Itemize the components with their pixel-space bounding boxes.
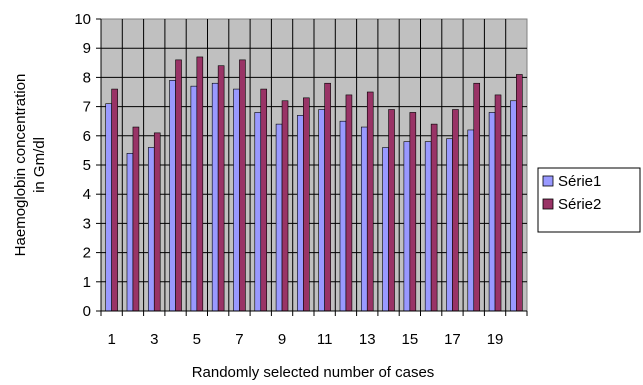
x-axis-label: Randomly selected number of cases [192, 364, 435, 381]
y-axis-label-line2: in Gm/dl [31, 137, 48, 193]
bar-1-3 [147, 147, 155, 312]
bar-1-14 [382, 147, 389, 312]
bar-1-16 [424, 141, 432, 312]
bar-2-3 [153, 132, 161, 312]
bar-2-9 [281, 100, 289, 312]
bar-2-5 [196, 56, 204, 312]
bar-1-7 [233, 88, 240, 312]
bar-1-10 [297, 115, 304, 312]
bar-2-17 [452, 109, 459, 312]
x-tick-label: 5 [193, 331, 201, 348]
bar-2-6 [217, 65, 225, 312]
bar-1-19 [488, 112, 496, 312]
bar-2-18 [473, 82, 481, 312]
bar-2-8 [260, 88, 268, 312]
bar-1-11 [318, 109, 325, 312]
x-axis: 1 3 5 7 9 11 13 15 17 19 [100, 310, 528, 348]
y-tick-label: 7 [83, 99, 91, 116]
bar-2-10 [303, 97, 310, 312]
x-tick-label: 9 [278, 331, 286, 348]
x-tick-label: 15 [402, 331, 419, 348]
bar-1-5 [190, 85, 198, 312]
y-tick-label: 0 [83, 303, 91, 320]
x-tick-label: 19 [487, 331, 504, 348]
y-tick-label: 1 [83, 274, 91, 291]
y-tick-label: 6 [83, 128, 91, 145]
bar-2-7 [239, 59, 246, 312]
bar-1-15 [403, 141, 411, 312]
legend-box [537, 167, 641, 233]
legend-swatch-1 [542, 175, 554, 187]
bar-1-1 [105, 103, 112, 312]
bars [105, 56, 523, 312]
bar-2-1 [111, 88, 118, 312]
legend-label-2: Série2 [558, 196, 601, 213]
bar-2-13 [366, 91, 374, 312]
x-tick-label: 7 [235, 331, 243, 348]
bar-2-14 [388, 109, 395, 312]
bar-1-13 [360, 126, 368, 312]
bar-1-12 [339, 120, 347, 312]
legend-label-1: Série1 [558, 173, 601, 190]
bar-1-17 [446, 138, 453, 312]
x-tick-label: 1 [107, 331, 115, 348]
bar-1-8 [254, 112, 262, 312]
bar-1-2 [126, 153, 134, 312]
y-tick-label: 8 [83, 69, 91, 86]
bar-2-16 [430, 123, 438, 312]
bar-2-2 [132, 126, 140, 312]
y-tick-label: 10 [74, 11, 91, 28]
bar-2-19 [494, 94, 502, 312]
y-axis: 0 1 2 3 4 5 6 7 8 9 10 [74, 11, 102, 320]
x-tick-label: 17 [444, 331, 461, 348]
bar-1-6 [211, 82, 219, 312]
x-tick-label: 13 [359, 331, 376, 348]
gridlines [101, 19, 527, 311]
bar-2-12 [345, 94, 353, 312]
bar-1-20 [510, 100, 517, 312]
y-tick-label: 4 [83, 186, 91, 203]
x-tick-label: 11 [317, 331, 333, 348]
legend-swatch-2 [542, 198, 554, 210]
bar-2-20 [516, 74, 523, 312]
y-tick-label: 2 [83, 245, 91, 262]
x-tick-label: 3 [150, 331, 158, 348]
bar-1-9 [275, 123, 283, 312]
bar-2-4 [175, 59, 182, 312]
legend: Série1 Série2 [537, 167, 641, 233]
bar-2-15 [409, 112, 417, 312]
y-tick-label: 9 [83, 40, 91, 57]
bar-2-11 [324, 82, 331, 312]
bar-1-18 [467, 129, 475, 312]
y-tick-label: 5 [83, 157, 91, 174]
y-axis-label-line1: Haemoglobin concentration [12, 74, 29, 257]
bar-1-4 [169, 80, 176, 312]
y-tick-label: 3 [83, 215, 91, 232]
